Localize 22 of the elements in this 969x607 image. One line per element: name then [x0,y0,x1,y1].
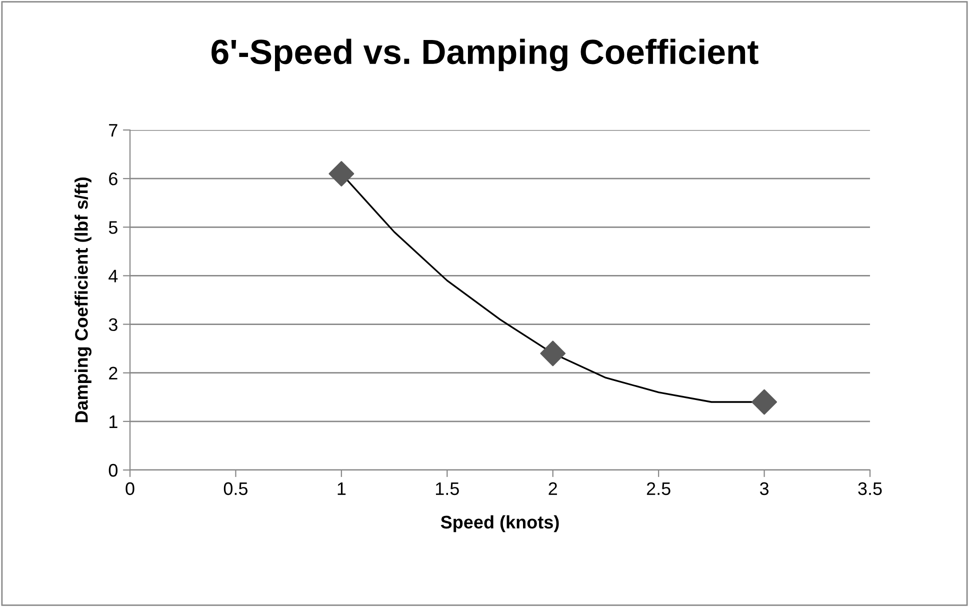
y-axis-title: Damping Coefficient (lbf s/ft) [74,178,92,422]
point [540,340,566,366]
x-tick-label: 3 [760,482,769,496]
point [328,160,354,186]
y-tick-label: 5 [108,221,118,234]
x-tick-label: 2 [548,482,557,495]
y-tick-label: 3 [108,318,118,332]
y-tick-label: 6 [109,172,118,186]
y-tick-label: 4 [108,270,118,282]
y-tick-label: 7 [109,124,118,137]
x-tick-label: 3.5 [858,482,882,496]
y-tick-label: 0 [108,464,118,477]
x-tick-label: 0 [126,482,134,496]
x-tick-label: 1.5 [436,482,459,496]
y-tick-label: 2 [109,366,118,380]
x-tick-label: 0.5 [224,482,248,496]
y-tick-label: 1 [110,416,118,428]
chart-title: 6'-Speed vs. Damping Coefficient [212,38,758,72]
point [752,389,778,415]
x-tick-label: 2.5 [646,482,670,496]
x-axis-title: Speed (knots) [440,515,559,532]
x-tick-label: 1 [338,482,346,495]
